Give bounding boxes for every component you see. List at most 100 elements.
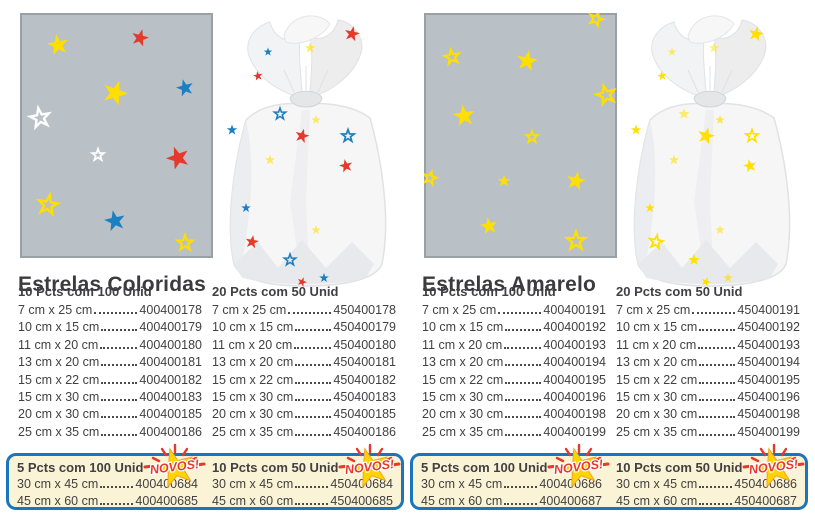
- dot-leader: [101, 381, 138, 384]
- product-code: 400400186: [139, 424, 202, 439]
- dot-leader: [699, 433, 736, 436]
- table-row: 45 cm x 60 cm 400400687: [421, 493, 602, 510]
- table-row: 13 cm x 20 cm 400400194: [422, 354, 606, 371]
- product-estrelas-coloridas: Estrelas Coloridas 10 Pcts com 100 Unid …: [0, 0, 404, 523]
- size-label: 13 cm x 20 cm: [212, 355, 294, 370]
- dot-leader: [699, 399, 736, 402]
- dot-leader: [498, 312, 542, 314]
- dot-leader: [295, 329, 332, 332]
- table-row: 15 cm x 22 cm 450400195: [616, 372, 800, 389]
- table-row: 30 cm x 45 cm 400400684: [17, 476, 198, 493]
- size-label: 20 cm x 30 cm: [18, 407, 100, 422]
- new-items-box: NOVOS! 5 Pcts com 100 Unid 30 cm x 45 cm…: [6, 442, 404, 510]
- dot-leader: [699, 503, 733, 506]
- size-label: 30 cm x 45 cm: [212, 477, 294, 491]
- table-row: 15 cm x 22 cm 400400195: [422, 372, 606, 389]
- product-code: 450400685: [330, 494, 393, 509]
- size-label: 45 cm x 60 cm: [17, 494, 99, 509]
- table-row: 25 cm x 35 cm 400400199: [422, 424, 606, 441]
- dot-leader: [101, 416, 138, 419]
- table-row: 10 cm x 15 cm 450400192: [616, 319, 800, 336]
- table-row: 7 cm x 25 cm 400400178: [18, 302, 202, 319]
- product-code: 400400192: [543, 320, 606, 335]
- product-code: 400400687: [539, 494, 602, 509]
- size-label: 10 cm x 15 cm: [212, 320, 294, 335]
- product-code: 400400181: [139, 355, 202, 370]
- new-items-column: NOVOS! 5 Pcts com 100 Unid 30 cm x 45 cm…: [17, 442, 206, 508]
- swatch-image-coloridas: [20, 13, 213, 258]
- size-label: 45 cm x 60 cm: [421, 494, 503, 509]
- column-header: 10 Pcts com 100 Unid: [422, 284, 556, 299]
- size-label: 11 cm x 20 cm: [212, 337, 293, 352]
- table-row: 11 cm x 20 cm 450400180: [212, 337, 396, 354]
- bag-image-amarelo: [610, 2, 806, 288]
- bag-image-coloridas: [206, 2, 402, 288]
- product-code: 450400687: [734, 494, 797, 509]
- product-code: 450400185: [333, 407, 396, 422]
- dot-leader: [295, 381, 332, 384]
- product-code: 400400182: [139, 372, 202, 387]
- table-row: 11 cm x 20 cm 400400180: [18, 337, 202, 354]
- dot-leader: [101, 364, 138, 367]
- product-code: 450400192: [737, 320, 800, 335]
- size-label: 7 cm x 25 cm: [212, 303, 287, 317]
- table-row: 20 cm x 30 cm 400400198: [422, 406, 606, 423]
- product-estrelas-amarelo: Estrelas Amarelo 10 Pcts com 100 Unid 7 …: [404, 0, 815, 523]
- new-items-column: NOVOS! 5 Pcts com 100 Unid 30 cm x 45 cm…: [421, 442, 610, 508]
- dot-leader: [505, 381, 542, 384]
- code-column: 10 Pcts com 100 Unid 7 cm x 25 cm 4004001…: [18, 284, 202, 441]
- code-column: 20 Pcts com 50 Unid 7 cm x 25 cm 45040017…: [212, 284, 396, 441]
- dot-leader: [505, 329, 542, 332]
- size-label: 30 cm x 45 cm: [17, 477, 99, 491]
- size-label: 25 cm x 35 cm: [18, 424, 100, 439]
- product-code: 450400191: [737, 303, 800, 317]
- size-label: 15 cm x 30 cm: [616, 390, 698, 405]
- dot-leader: [505, 399, 542, 402]
- product-code: 400400185: [139, 407, 202, 422]
- table-row: 15 cm x 30 cm 450400183: [212, 389, 396, 406]
- product-code: 450400199: [737, 424, 800, 439]
- novos-badge: NOVOS!: [741, 440, 805, 490]
- size-label: 7 cm x 25 cm: [422, 303, 497, 317]
- size-label: 10 cm x 15 cm: [18, 320, 100, 335]
- size-label: 15 cm x 22 cm: [18, 372, 100, 387]
- dot-leader: [505, 364, 542, 367]
- dot-leader: [100, 346, 138, 349]
- table-row: 15 cm x 30 cm 450400196: [616, 389, 800, 406]
- table-row: 15 cm x 22 cm 400400182: [18, 372, 202, 389]
- size-label: 15 cm x 30 cm: [212, 390, 294, 405]
- novos-badge: NOVOS!: [546, 440, 610, 490]
- size-label: 30 cm x 45 cm: [421, 477, 503, 491]
- product-code: 400400195: [543, 372, 606, 387]
- product-code: 450400178: [333, 303, 396, 317]
- dot-leader: [504, 503, 538, 506]
- table-row: 25 cm x 35 cm 450400199: [616, 424, 800, 441]
- product-code: 400400194: [543, 355, 606, 370]
- size-label: 15 cm x 30 cm: [18, 390, 100, 405]
- column-header: 20 Pcts com 50 Unid: [616, 284, 743, 299]
- column-header: 5 Pcts com 100 Unid: [421, 460, 548, 475]
- size-label: 11 cm x 20 cm: [616, 337, 697, 352]
- dot-leader: [295, 399, 332, 402]
- column-header: 20 Pcts com 50 Unid: [212, 284, 339, 299]
- novos-badge: NOVOS!: [337, 440, 401, 490]
- dot-leader: [295, 503, 329, 506]
- table-row: 15 cm x 30 cm 400400183: [18, 389, 202, 406]
- size-label: 10 cm x 15 cm: [422, 320, 504, 335]
- dot-leader: [505, 416, 542, 419]
- product-code: 450400186: [333, 424, 396, 439]
- product-code: 450400194: [737, 355, 800, 370]
- size-label: 20 cm x 30 cm: [212, 407, 294, 422]
- new-items-box: NOVOS! 5 Pcts com 100 Unid 30 cm x 45 cm…: [410, 442, 808, 510]
- product-code: 400400183: [139, 390, 202, 405]
- table-row: 20 cm x 30 cm 400400185: [18, 406, 202, 423]
- product-code: 450400195: [737, 372, 800, 387]
- code-table: 10 Pcts com 100 Unid 7 cm x 25 cm 4004001…: [422, 284, 800, 441]
- product-code: 450400196: [737, 390, 800, 405]
- dot-leader: [100, 486, 134, 488]
- code-column: 20 Pcts com 50 Unid 7 cm x 25 cm 45040019…: [616, 284, 800, 441]
- size-label: 25 cm x 35 cm: [616, 424, 698, 439]
- page-title: Estrelas Amarelo: [422, 273, 597, 297]
- size-label: 7 cm x 25 cm: [18, 303, 93, 317]
- dot-leader: [101, 399, 138, 402]
